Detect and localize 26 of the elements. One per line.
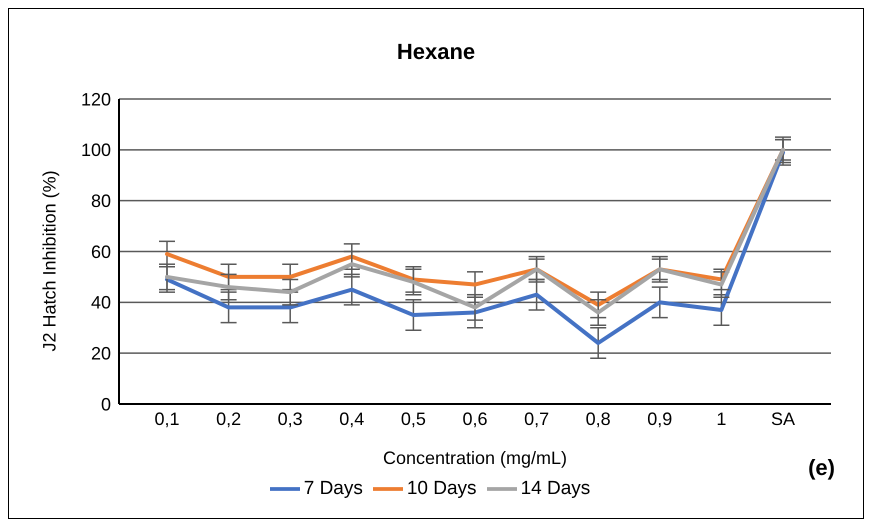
legend-label: 7 Days [304,478,363,500]
line-series [165,150,785,345]
x-tick-label: 0,1 [154,408,180,429]
x-tick-label: 0,7 [524,408,550,429]
x-tick-label: 1 [716,408,726,429]
text: (e) [808,455,835,481]
x-axis-title: Concentration (mg/mL) [382,448,568,468]
y-axis-title: J2 Hatch Inhibition (%) [39,170,60,352]
y-tick-label: 100 [80,140,111,160]
x-tick-label: 0,6 [462,408,488,429]
x-tick-label: 0,8 [586,408,611,429]
x-tick-label: 0,5 [400,408,426,429]
y-tick-label: 120 [80,89,111,110]
x-tick-label: 0,9 [647,408,672,429]
y-tick-label: 0 [100,394,111,414]
legend-label: 10 Days [406,478,477,500]
y-tick-label: 60 [90,242,111,262]
chart-title: Hexane [396,39,476,65]
x-tick-label: 0,2 [216,408,242,429]
y-tick-label: 40 [90,292,111,313]
legend-label: 14 Days [520,478,590,500]
y-tick-label: 80 [90,191,111,212]
x-tick-label: 0,4 [339,408,364,429]
x-tick-label: 0,3 [278,408,303,429]
y-tick-label: 20 [90,344,111,364]
x-tick-label: SA [770,408,796,429]
